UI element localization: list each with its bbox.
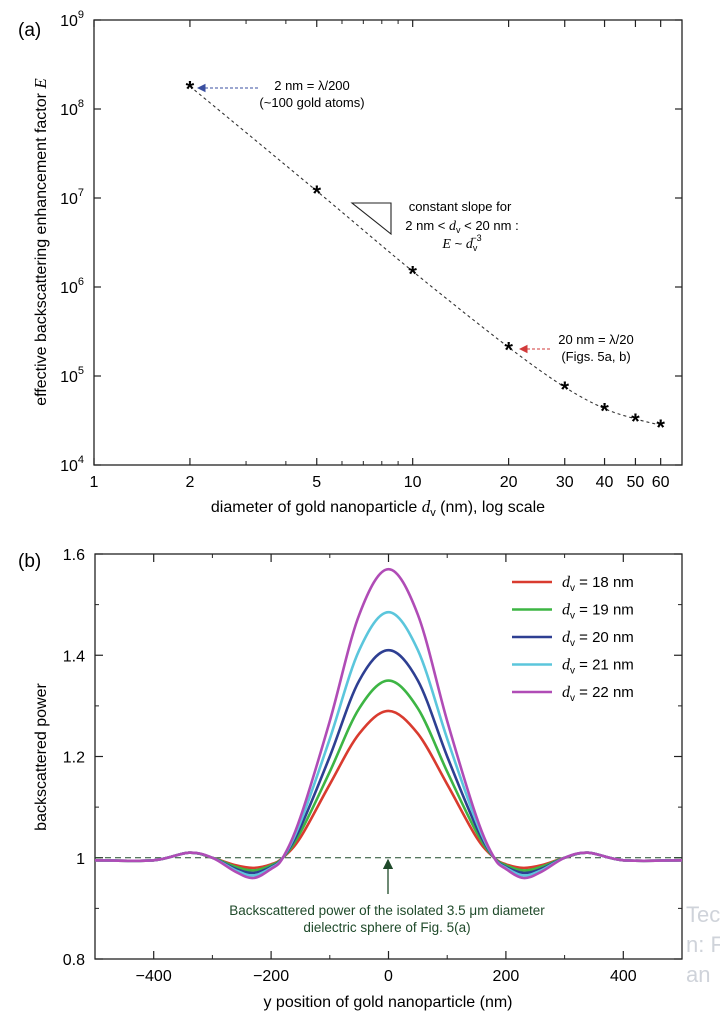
panel-a-points: * * * * * * * * bbox=[186, 76, 666, 440]
annotation-slope-line2: 2 nm < dv < 20 nm : bbox=[405, 218, 518, 235]
panel-a-y-ticks: 104 105 106 107 108 109 bbox=[60, 9, 682, 475]
data-point-marker: * bbox=[186, 76, 195, 101]
panel-a: (a) 1 2 5 10 20 30 40 50 60 104 105 106 107 108 109 *… bbox=[18, 9, 683, 519]
annotation-2nm-line1: 2 nm = λ/200 bbox=[274, 78, 350, 93]
data-point-marker: * bbox=[656, 415, 665, 440]
annotation-20nm-line2: (Figs. 5a, b) bbox=[561, 349, 630, 364]
data-point-marker: * bbox=[312, 181, 321, 206]
annotation-baseline-line2: dielectric sphere of Fig. 5(a) bbox=[303, 920, 470, 935]
data-point-marker: * bbox=[560, 377, 569, 402]
y-tick-label: 109 bbox=[60, 9, 84, 30]
y-tick-label: 1.4 bbox=[63, 648, 85, 665]
y-tick-label: 1 bbox=[76, 851, 85, 868]
watermark-line-1: Tec bbox=[686, 902, 720, 927]
panel-a-x-ticks: 1 2 5 10 20 30 40 50 60 bbox=[90, 20, 670, 491]
series-line-2 bbox=[94, 679, 683, 872]
data-point-marker: * bbox=[408, 261, 417, 286]
panel-a-fit-curve bbox=[189, 85, 661, 426]
y-tick-label: 104 bbox=[60, 454, 84, 475]
panel-b-x-label: y position of gold nanoparticle (nm) bbox=[263, 994, 512, 1011]
legend-label-4: dv = 21 nm bbox=[562, 657, 634, 677]
x-tick-label: 40 bbox=[596, 474, 614, 491]
y-tick-label: 0.8 bbox=[63, 952, 85, 969]
panel-a-label: (a) bbox=[18, 20, 41, 41]
y-tick-label: 106 bbox=[60, 276, 84, 297]
x-tick-label: 50 bbox=[627, 474, 645, 491]
x-tick-label: −400 bbox=[136, 968, 172, 985]
x-tick-label: 2 bbox=[185, 474, 194, 491]
watermark-line-2: n: F bbox=[686, 932, 720, 957]
legend-label-2: dv = 19 nm bbox=[562, 602, 634, 622]
annotation-20nm-line1: 20 nm = λ/20 bbox=[558, 332, 634, 347]
panel-a-x-label: diameter of gold nanoparticle dv (nm), l… bbox=[211, 497, 545, 519]
panel-b-label: (b) bbox=[18, 551, 41, 572]
x-tick-label: 60 bbox=[652, 474, 670, 491]
y-tick-label: 1.2 bbox=[63, 750, 85, 767]
data-point-marker: * bbox=[631, 409, 640, 434]
data-point-marker: * bbox=[504, 337, 513, 362]
legend-label-5: dv = 22 nm bbox=[562, 684, 634, 704]
x-tick-label: 10 bbox=[404, 474, 422, 491]
y-tick-label: 105 bbox=[60, 365, 84, 386]
annotation-2nm-line2: (~100 gold atoms) bbox=[259, 95, 364, 110]
data-point-marker: * bbox=[600, 399, 609, 424]
panel-b-x-ticks: −400 −200 0 200 400 bbox=[94, 554, 683, 985]
panel-b: (b) −400 −200 0 200 400 0.8 1 1.2 1.4 1.6 dv = 1… bbox=[18, 547, 683, 1011]
x-tick-label: 1 bbox=[90, 474, 99, 491]
watermark-line-3: an bbox=[686, 962, 711, 987]
panel-b-y-ticks: 0.8 1 1.2 1.4 1.6 bbox=[63, 547, 682, 969]
y-tick-label: 107 bbox=[60, 187, 84, 208]
x-tick-label: 0 bbox=[384, 968, 393, 985]
legend-label-3: dv = 20 nm bbox=[562, 629, 634, 649]
panel-a-y-label: effective backscattering enhancement fac… bbox=[31, 78, 50, 406]
slope-triangle bbox=[350, 202, 392, 236]
legend: dv = 18 nm dv = 19 nm dv = 20 nm dv = 21 nm… bbox=[512, 574, 634, 704]
annotation-baseline-line1: Backscattered power of the isolated 3.5 … bbox=[229, 903, 545, 918]
panel-b-series bbox=[94, 567, 683, 880]
annotation-slope-line1: constant slope for bbox=[409, 199, 512, 214]
x-tick-label: 5 bbox=[312, 474, 321, 491]
legend-label-1: dv = 18 nm bbox=[562, 574, 634, 594]
series-line-4 bbox=[94, 610, 683, 877]
series-line-1 bbox=[94, 709, 683, 870]
panel-a-frame bbox=[93, 19, 683, 466]
x-tick-label: 200 bbox=[493, 968, 520, 985]
series-line-5 bbox=[94, 567, 683, 880]
x-tick-label: −200 bbox=[253, 968, 289, 985]
x-tick-label: 30 bbox=[556, 474, 574, 491]
x-tick-label: 400 bbox=[610, 968, 637, 985]
x-tick-label: 20 bbox=[500, 474, 518, 491]
y-tick-label: 108 bbox=[60, 98, 84, 119]
annotation-slope-line3: E ~ dv−3 bbox=[441, 233, 481, 253]
panel-b-y-label: backscattered power bbox=[33, 683, 50, 831]
y-tick-label: 1.6 bbox=[63, 547, 85, 564]
